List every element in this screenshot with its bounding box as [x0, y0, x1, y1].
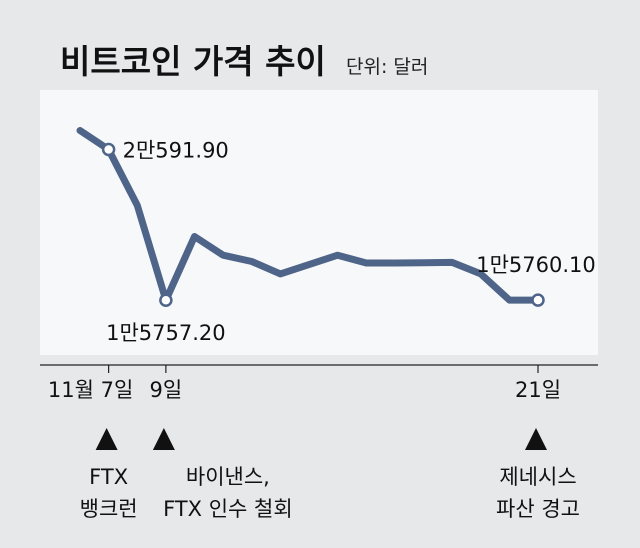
point-marker-0 — [101, 142, 116, 157]
x-tick-label-1: 9일 — [150, 378, 183, 402]
x-tick-label-2: 21일 — [515, 378, 561, 402]
point-label-0: 2만591.90 — [123, 138, 229, 162]
price-series-line — [76, 127, 542, 304]
event-label-0-line-1: 뱅크런 — [80, 497, 138, 521]
unit-label: 단위: 달러 — [346, 56, 428, 78]
point-label-2: 1만5760.10 — [476, 253, 596, 277]
event-label-1-line-1: FTX 인수 철회 — [163, 497, 293, 521]
x-tick-label-0: 11월 7일 — [48, 378, 133, 402]
point-marker-1 — [159, 293, 173, 307]
event-label-1-line-0: 바이낸스, — [186, 465, 270, 489]
point-label-1: 1만5757.20 — [106, 321, 226, 345]
event-label-2-line-0: 제네시스 — [499, 465, 576, 489]
event-triangle-0 — [95, 428, 118, 450]
point-marker-2 — [531, 293, 545, 307]
event-triangle-1 — [152, 428, 175, 450]
event-triangle-2 — [525, 428, 547, 450]
plot-area — [40, 90, 598, 355]
event-label-0-line-0: FTX — [89, 465, 128, 489]
event-label-2-line-1: 파산 경고 — [496, 497, 580, 521]
chart-title: 비트코인 가격 추이 — [60, 42, 326, 81]
